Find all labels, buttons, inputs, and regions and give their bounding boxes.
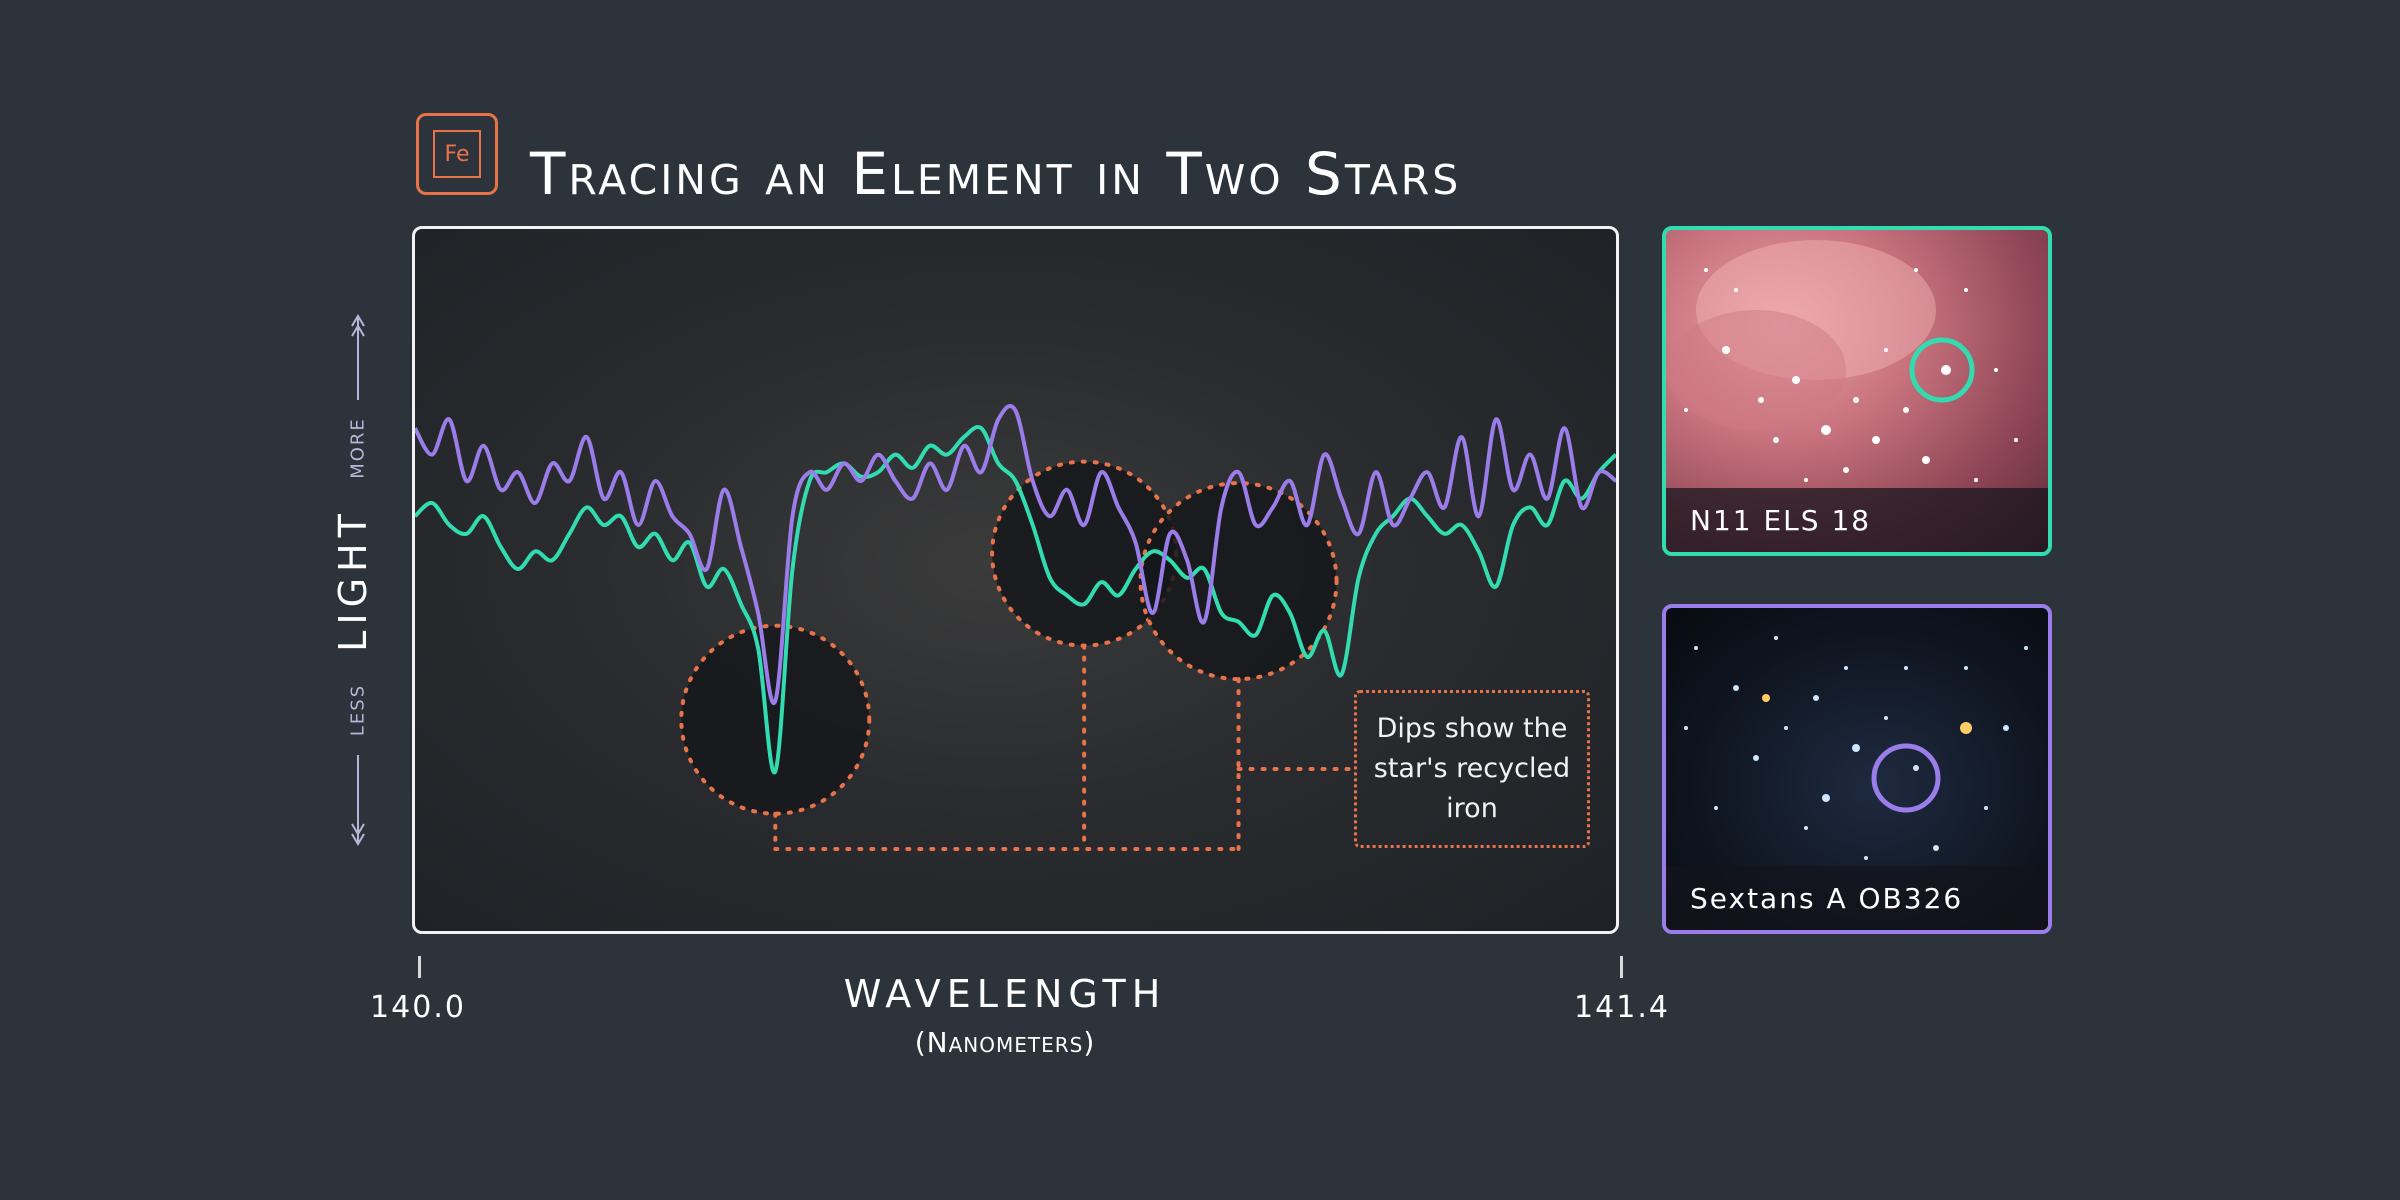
target-star-marker bbox=[1909, 337, 1975, 403]
page-title: Tracing an Element in Two Stars bbox=[530, 140, 1462, 208]
element-symbol: Fe bbox=[433, 130, 481, 178]
star-card-label: Sextans A OB326 bbox=[1666, 866, 2048, 930]
dip-connector-lines bbox=[773, 643, 1359, 851]
x-axis-label: Wavelength bbox=[843, 972, 1167, 1016]
star-field-image bbox=[1684, 636, 2028, 860]
star-field-image bbox=[1666, 240, 2018, 482]
star-card-sextans-a-ob326: Sextans A OB326 bbox=[1662, 604, 2052, 934]
y-axis-arrows bbox=[351, 314, 365, 846]
spectrum-line-n11 bbox=[415, 404, 1616, 706]
x-axis-unit-label: (Nanometers) bbox=[914, 1026, 1096, 1059]
arrow-up-icon bbox=[351, 314, 365, 327]
callout-text: Dips show the star's recycled iron bbox=[1373, 713, 1571, 824]
y-axis-less-label: Less bbox=[347, 683, 369, 737]
target-star-marker bbox=[1871, 743, 1941, 813]
x-tick-label-end: 141.4 bbox=[1574, 990, 1670, 1025]
star-card-label: N11 ELS 18 bbox=[1666, 488, 2048, 552]
x-tick-start bbox=[418, 956, 421, 978]
spectrum-svg bbox=[415, 404, 1616, 851]
element-badge: Fe bbox=[416, 113, 498, 195]
arrow-down-icon bbox=[351, 823, 365, 836]
y-axis-more-label: More bbox=[347, 417, 369, 479]
spectrum-plot bbox=[412, 226, 1619, 934]
y-axis-label: Light bbox=[331, 508, 375, 652]
x-tick-label-start: 140.0 bbox=[370, 990, 466, 1025]
arrow-up-icon bbox=[351, 324, 365, 337]
dip-highlight-circle bbox=[1138, 481, 1339, 682]
x-tick-end bbox=[1620, 956, 1623, 978]
arrow-down-icon bbox=[351, 833, 365, 846]
dip-highlight-circle bbox=[679, 623, 872, 816]
star-card-n11-els-18: N11 ELS 18 bbox=[1662, 226, 2052, 556]
callout-box: Dips show the star's recycled iron bbox=[1354, 690, 1590, 848]
